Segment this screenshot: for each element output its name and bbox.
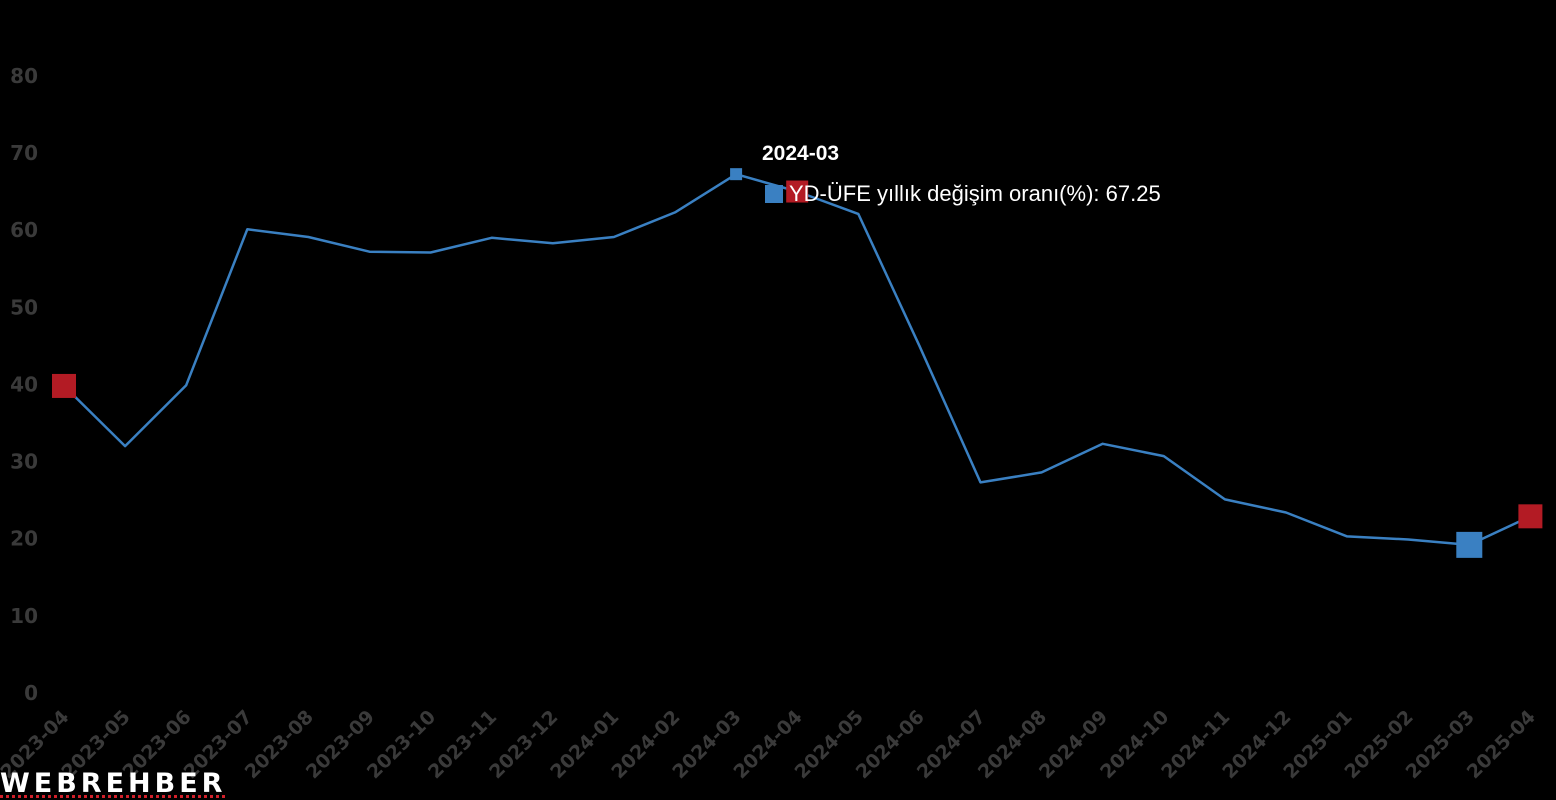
y-tick-label: 30 (10, 450, 38, 474)
series-layer (62, 172, 1532, 547)
marker-point-start (52, 373, 76, 398)
y-tick-label: 20 (10, 527, 38, 551)
y-tick-label: 80 (10, 64, 38, 88)
marker-point-min (1456, 531, 1483, 558)
y-axis: 0 10 20 30 40 50 60 70 80 (10, 64, 38, 705)
brand-logo-text: WEBREHBER (0, 768, 227, 799)
y-tick-label: 0 (24, 681, 38, 705)
marker-layer (52, 168, 1543, 558)
series-line (62, 172, 1532, 547)
y-tick-label: 10 (10, 604, 38, 628)
x-axis: 2023-042023-052023-062023-072023-082023-… (0, 706, 1540, 783)
marker-point-end (1518, 504, 1543, 529)
y-tick-label: 50 (10, 295, 38, 319)
brand-logo: WEBREHBER (0, 768, 226, 800)
marker-point-hovered (730, 168, 743, 181)
y-tick-label: 40 (10, 372, 38, 396)
y-tick-label: 60 (10, 218, 38, 242)
y-tick-label: 70 (10, 141, 38, 165)
marker-point (786, 180, 809, 203)
